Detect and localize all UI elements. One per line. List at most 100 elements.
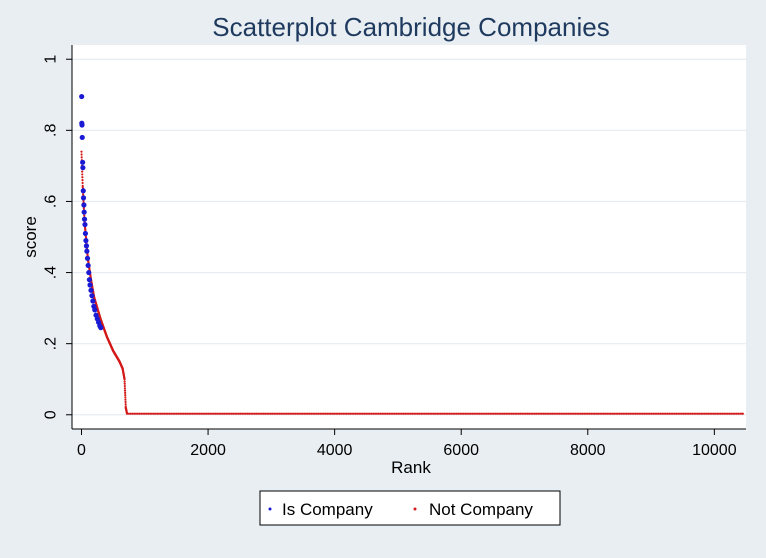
point-not-company xyxy=(616,412,620,415)
point-not-company xyxy=(207,412,210,415)
point-not-company xyxy=(288,412,292,415)
point-not-company xyxy=(170,412,173,415)
point-is-company xyxy=(82,221,88,228)
legend: Is Company Not Company xyxy=(259,490,561,526)
point-not-company xyxy=(398,412,402,415)
point-not-company xyxy=(127,412,130,415)
point-not-company xyxy=(267,412,270,415)
point-not-company xyxy=(650,412,653,415)
point-is-company xyxy=(80,165,86,171)
point-not-company xyxy=(579,412,582,415)
point-not-company xyxy=(600,412,604,415)
point-not-company xyxy=(641,412,644,415)
point-not-company xyxy=(620,412,623,415)
point-not-company xyxy=(467,412,471,415)
point-not-company xyxy=(395,412,398,415)
point-not-company xyxy=(521,412,524,415)
x-tick-label: 10000 xyxy=(692,442,737,459)
point-not-company xyxy=(131,412,134,415)
point-not-company xyxy=(508,412,511,415)
point-not-company xyxy=(80,153,83,156)
point-not-company xyxy=(329,412,332,415)
point-not-company xyxy=(274,412,278,415)
point-not-company xyxy=(533,412,536,415)
point-not-company xyxy=(731,412,735,415)
point-not-company xyxy=(365,412,368,415)
point-not-company xyxy=(133,412,136,415)
point-not-company xyxy=(691,412,694,415)
point-not-company xyxy=(152,412,155,415)
point-not-company xyxy=(250,412,253,415)
point-not-company xyxy=(356,412,359,415)
point-not-company xyxy=(80,156,83,159)
point-not-company xyxy=(476,412,480,415)
point-not-company xyxy=(123,387,127,390)
y-tick-label: 1 xyxy=(43,55,60,64)
point-not-company xyxy=(331,412,334,415)
point-not-company xyxy=(707,412,710,415)
point-not-company xyxy=(226,412,230,415)
x-tick-label: 6000 xyxy=(443,442,479,459)
point-not-company xyxy=(537,412,540,415)
point-not-company xyxy=(336,412,340,415)
point-not-company xyxy=(639,412,643,415)
point-not-company xyxy=(611,412,614,415)
point-not-company xyxy=(604,412,607,415)
point-not-company xyxy=(322,412,325,415)
point-not-company xyxy=(503,412,506,415)
point-not-company xyxy=(446,412,449,415)
point-not-company xyxy=(687,412,690,415)
point-not-company xyxy=(303,412,306,415)
point-not-company xyxy=(561,412,565,415)
point-not-company xyxy=(721,412,724,415)
point-is-company xyxy=(83,243,90,249)
point-not-company xyxy=(214,412,217,415)
point-is-company xyxy=(79,134,85,141)
point-not-company xyxy=(177,412,180,415)
point-not-company xyxy=(595,412,598,415)
point-not-company xyxy=(528,412,531,415)
point-not-company xyxy=(437,412,441,415)
point-is-company xyxy=(87,282,93,288)
point-not-company xyxy=(338,412,341,415)
point-not-company xyxy=(296,412,299,415)
plot-area xyxy=(72,45,746,429)
point-not-company xyxy=(496,412,499,415)
point-not-company xyxy=(124,403,127,406)
point-is-company xyxy=(92,307,98,313)
point-not-company xyxy=(661,412,664,415)
point-not-company xyxy=(381,412,384,415)
point-not-company xyxy=(593,412,596,415)
point-not-company xyxy=(242,412,246,415)
point-not-company xyxy=(308,412,311,415)
point-not-company xyxy=(168,412,171,415)
point-not-company xyxy=(342,412,345,415)
point-not-company xyxy=(251,412,254,415)
point-not-company xyxy=(123,378,126,381)
point-not-company xyxy=(726,412,729,415)
y-tick-label: .6 xyxy=(43,195,60,208)
point-not-company xyxy=(405,412,409,415)
point-not-company xyxy=(299,412,302,415)
point-not-company xyxy=(418,412,421,415)
point-not-company xyxy=(716,412,719,415)
point-not-company xyxy=(297,412,301,415)
point-not-company xyxy=(278,412,281,415)
point-not-company xyxy=(239,412,242,415)
point-not-company xyxy=(492,412,495,415)
point-not-company xyxy=(567,412,570,415)
point-not-company xyxy=(459,412,462,415)
point-not-company xyxy=(304,412,308,415)
data-points xyxy=(79,93,744,415)
point-not-company xyxy=(592,412,595,415)
point-not-company xyxy=(535,412,538,415)
point-not-company xyxy=(542,412,545,415)
point-not-company xyxy=(584,412,588,415)
point-not-company xyxy=(375,412,379,415)
legend-label-not-company: Not Company xyxy=(429,500,533,519)
point-not-company xyxy=(317,412,320,415)
axes: 0 .2 .4 .6 .8 1 0 2000 4000 6000 8000 10000 xyxy=(43,45,746,459)
point-not-company xyxy=(629,412,632,415)
point-not-company xyxy=(475,412,478,415)
point-is-company xyxy=(81,216,88,222)
